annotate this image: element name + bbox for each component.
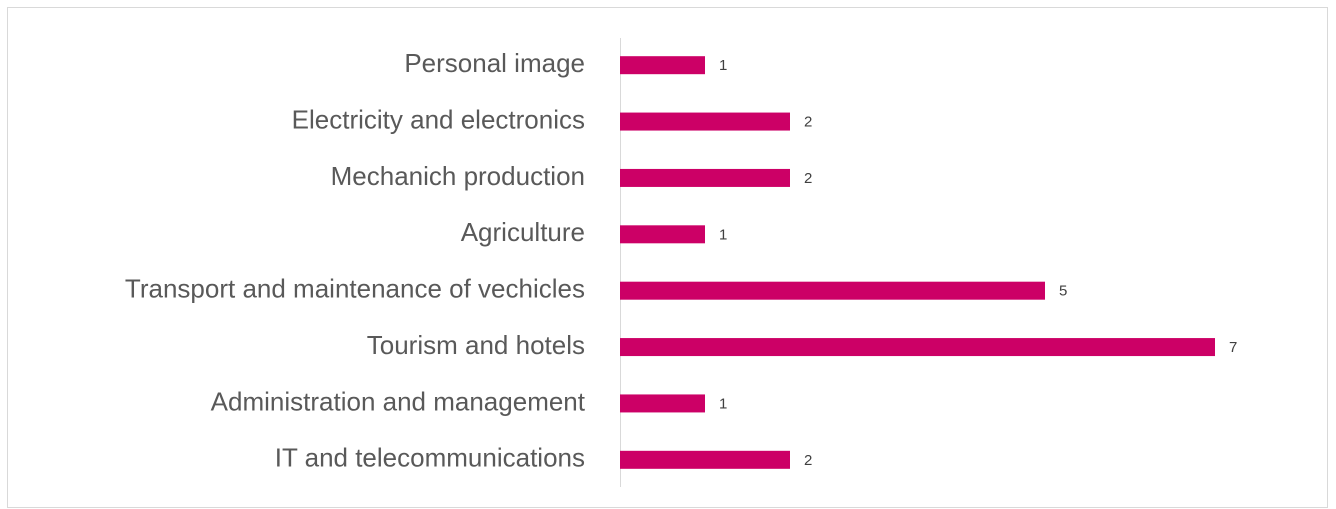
category-label: Agriculture (461, 217, 585, 247)
category-label: Administration and management (211, 386, 586, 416)
bar (620, 56, 705, 75)
value-label: 2 (804, 170, 812, 187)
category-label: Electricity and electronics (292, 104, 585, 134)
bar (620, 281, 1045, 300)
value-label: 1 (719, 57, 727, 74)
bar (620, 112, 790, 131)
value-label: 1 (719, 395, 727, 412)
bar (620, 225, 705, 244)
bar (620, 450, 790, 469)
category-label: Transport and maintenance of vechicles (125, 274, 585, 304)
category-label: Mechanich production (331, 161, 585, 191)
value-label: 2 (804, 114, 812, 131)
bar (620, 394, 705, 413)
value-label: 7 (1229, 339, 1237, 356)
bar (620, 168, 790, 187)
category-label: Personal image (404, 48, 585, 78)
chart-frame (7, 7, 1328, 508)
value-label: 5 (1059, 283, 1067, 300)
category-label: Tourism and hotels (367, 330, 585, 360)
value-label: 1 (719, 226, 727, 243)
value-label: 2 (804, 452, 812, 469)
category-label: IT and telecommunications (275, 443, 585, 473)
bar (620, 338, 1215, 357)
